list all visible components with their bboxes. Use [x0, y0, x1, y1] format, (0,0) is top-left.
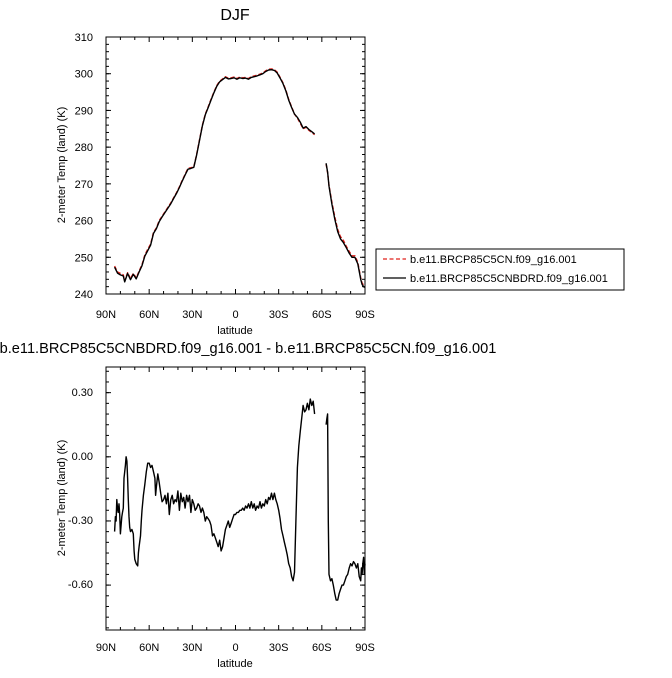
x-tick-label: 90S	[355, 309, 375, 321]
x-tick-label: 0	[232, 642, 238, 654]
series-line	[113, 398, 316, 582]
x-tick-label: 30S	[269, 642, 289, 654]
series-line	[325, 413, 366, 601]
x-tick-label: 30N	[182, 642, 202, 654]
x-tick-label: 90S	[355, 642, 375, 654]
y-tick-label: 0.30	[72, 387, 93, 399]
y-tick-label: 310	[75, 32, 93, 44]
top-panel: DJF 90N 60N 30N 0 30S 60S 90S 240 250 26…	[56, 7, 625, 337]
y-tick-label: 270	[75, 179, 93, 191]
top-series-lines	[113, 68, 366, 289]
x-tick-label: 60S	[312, 309, 332, 321]
series-line	[325, 163, 366, 289]
bottom-axis-ticks	[105, 367, 366, 630]
bottom-x-tick-labels: 90N 60N 30N 0 30S 60S 90S	[96, 642, 375, 654]
top-y-axis-label: 2-meter Temp (land) (K)	[56, 107, 68, 224]
x-tick-label: 30N	[182, 309, 202, 321]
y-tick-label: 240	[75, 289, 93, 301]
bottom-y-tick-labels: 0.30 0.00 -0.30 -0.60	[68, 387, 93, 591]
legend: b.e11.BRCP85C5CN.f09_g16.001 b.e11.BRCP8…	[375, 248, 625, 291]
x-tick-label: 60N	[139, 309, 159, 321]
top-title: DJF	[220, 7, 250, 24]
y-tick-label: 290	[75, 105, 93, 117]
bottom-y-axis-label: 2-meter Temp (land) (K)	[56, 440, 68, 557]
x-tick-label: 90N	[96, 309, 116, 321]
bottom-panel: b.e11.BRCP85C5CNBDRD.f09_g16.001 - b.e11…	[0, 341, 496, 670]
legend-box	[375, 248, 625, 291]
top-axis-ticks	[105, 36, 366, 295]
y-tick-label: 280	[75, 142, 93, 154]
series-line	[113, 68, 316, 282]
x-tick-label: 30S	[269, 309, 289, 321]
top-y-tick-labels: 240 250 260 270 280 290 300 310	[75, 32, 93, 301]
top-x-tick-labels: 90N 60N 30N 0 30S 60S 90S	[96, 309, 375, 321]
y-tick-label: -0.30	[68, 515, 93, 527]
top-x-axis-label: latitude	[217, 325, 252, 337]
bottom-title: b.e11.BRCP85C5CNBDRD.f09_g16.001 - b.e11…	[0, 341, 496, 357]
y-tick-label: 300	[75, 69, 93, 81]
legend-label: b.e11.BRCP85C5CNBDRD.f09_g16.001	[410, 273, 608, 285]
legend-label: b.e11.BRCP85C5CN.f09_g16.001	[410, 254, 577, 266]
x-tick-label: 60S	[312, 642, 332, 654]
x-tick-label: 60N	[139, 642, 159, 654]
y-tick-label: 0.00	[72, 451, 93, 463]
series-line	[113, 69, 316, 283]
y-tick-label: 250	[75, 252, 93, 264]
bottom-plot-frame	[105, 366, 366, 631]
y-tick-label: -0.60	[68, 579, 93, 591]
x-tick-label: 90N	[96, 642, 116, 654]
y-tick-label: 260	[75, 216, 93, 228]
bottom-x-axis-label: latitude	[217, 658, 252, 670]
bottom-series-lines	[113, 398, 366, 601]
x-tick-label: 0	[232, 309, 238, 321]
